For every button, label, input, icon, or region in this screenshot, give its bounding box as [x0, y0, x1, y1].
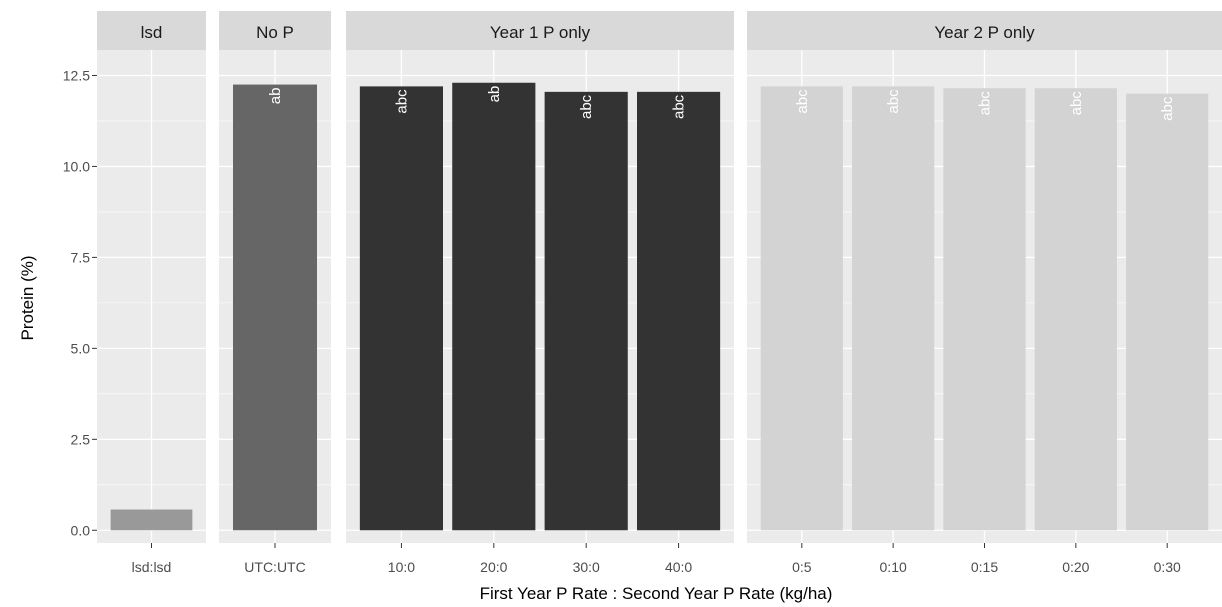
x-tick-label: lsd:lsd: [132, 559, 172, 575]
x-tick-label: 20:0: [480, 559, 507, 575]
facet-strip: [747, 11, 1222, 50]
bar: [452, 82, 536, 531]
facet-title: No P: [256, 23, 294, 42]
y-tick-label: 0.0: [71, 522, 91, 538]
bar-data-label: ab: [486, 86, 503, 103]
bar: [943, 88, 1026, 531]
bar: [359, 86, 443, 531]
x-tick-label: 10:0: [388, 559, 415, 575]
facet-title: Year 1 P only: [490, 23, 591, 42]
y-axis: 0.0 2.5 5.0 7.5 10.0 12.5: [63, 67, 97, 538]
bar-data-label: abc: [977, 91, 994, 116]
y-axis-title: Protein (%): [18, 255, 37, 340]
facet-title: lsd: [141, 23, 163, 42]
bar: [1034, 88, 1117, 531]
bar-data-label: abc: [393, 89, 410, 114]
facet-panel: lsd lsd:lsd: [97, 11, 206, 575]
bar-data-label: abc: [885, 89, 902, 114]
x-tick-label: 40:0: [665, 559, 692, 575]
x-tick-label: 30:0: [573, 559, 600, 575]
facet-panel: No P ab UTC:UTC: [219, 11, 331, 575]
facet-strip: [219, 11, 331, 50]
y-tick-label: 5.0: [71, 340, 91, 356]
bar-data-label: abc: [1068, 91, 1085, 116]
x-tick-label: 0:30: [1154, 559, 1181, 575]
bar-data-label: abc: [578, 94, 595, 119]
bar: [637, 91, 721, 531]
y-tick-label: 10.0: [63, 158, 90, 174]
bar: [1126, 93, 1209, 531]
y-tick-label: 7.5: [71, 249, 91, 265]
facet-panel: Year 2 P only abc 0:5 abc 0:10 abc 0:15 abc 0:20…: [747, 11, 1222, 575]
bar: [544, 91, 628, 531]
facet-panel: Year 1 P only abc 10:0 ab 20:0 abc 30:0 abc 40:0: [346, 11, 734, 575]
bar: [110, 509, 193, 531]
x-tick-label: UTC:UTC: [244, 559, 305, 575]
bar-data-label: abc: [1159, 96, 1176, 121]
facet-strip: [97, 11, 206, 50]
y-tick-label: 12.5: [63, 67, 90, 83]
x-axis-title: First Year P Rate : Second Year P Rate (…: [480, 584, 833, 603]
bar: [233, 84, 317, 531]
bar-data-label: abc: [794, 89, 811, 114]
bar-data-label: ab: [267, 88, 284, 105]
x-tick-label: 0:5: [792, 559, 812, 575]
x-tick-label: 0:20: [1062, 559, 1089, 575]
facet-title: Year 2 P only: [934, 23, 1035, 42]
x-tick-label: 0:10: [880, 559, 907, 575]
y-tick-label: 2.5: [71, 431, 91, 447]
bar: [852, 86, 935, 531]
bar-data-label: abc: [671, 94, 688, 119]
x-tick-label: 0:15: [971, 559, 998, 575]
facet-strip: [346, 11, 734, 50]
bar: [760, 86, 843, 531]
facets: lsd lsd:lsd No P ab UTC:UTC Year 1 P only abc 1…: [97, 11, 1222, 575]
